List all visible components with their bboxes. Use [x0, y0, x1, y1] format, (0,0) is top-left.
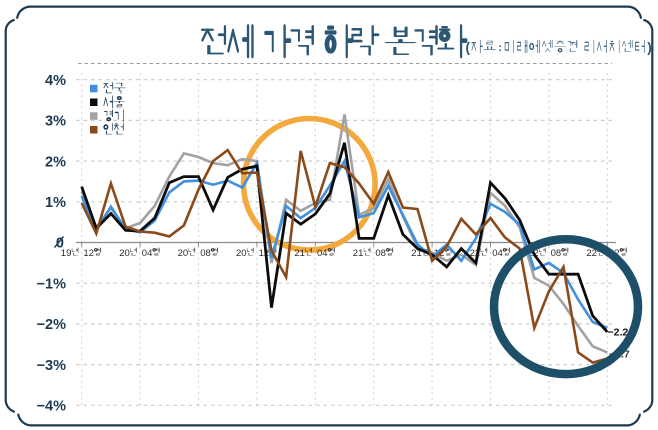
svg-text:0: 0 — [56, 236, 64, 252]
svg-text:−2.2: −2.2 — [608, 327, 629, 339]
svg-text:2%: 2% — [45, 154, 66, 170]
svg-text:20: 20 — [236, 248, 247, 259]
svg-text:08: 08 — [551, 248, 562, 259]
svg-text:−2%: −2% — [37, 317, 67, 333]
svg-text::: : — [498, 42, 502, 54]
svg-text:−4%: −4% — [37, 399, 67, 415]
svg-text:12: 12 — [259, 248, 270, 259]
svg-text:04: 04 — [317, 248, 328, 259]
svg-text:04: 04 — [492, 248, 503, 259]
svg-text:−1%: −1% — [37, 276, 67, 292]
svg-text:20: 20 — [119, 248, 130, 259]
svg-text:20: 20 — [178, 248, 189, 259]
svg-text:04: 04 — [142, 248, 153, 259]
svg-text:(: ( — [466, 40, 471, 55]
svg-text:): ) — [647, 40, 652, 55]
svg-text:08: 08 — [375, 248, 386, 259]
svg-text:21: 21 — [411, 248, 422, 259]
svg-text:08: 08 — [200, 248, 211, 259]
svg-text:22: 22 — [470, 248, 481, 259]
svg-text:12: 12 — [83, 248, 94, 259]
svg-text:1%: 1% — [45, 195, 66, 211]
svg-text:3%: 3% — [45, 114, 66, 130]
svg-text:22: 22 — [586, 248, 597, 259]
svg-text:19: 19 — [61, 248, 72, 259]
svg-text:21: 21 — [294, 248, 305, 259]
svg-text:21: 21 — [353, 248, 364, 259]
svg-text:−3%: −3% — [37, 358, 67, 374]
svg-text:4%: 4% — [45, 73, 66, 89]
